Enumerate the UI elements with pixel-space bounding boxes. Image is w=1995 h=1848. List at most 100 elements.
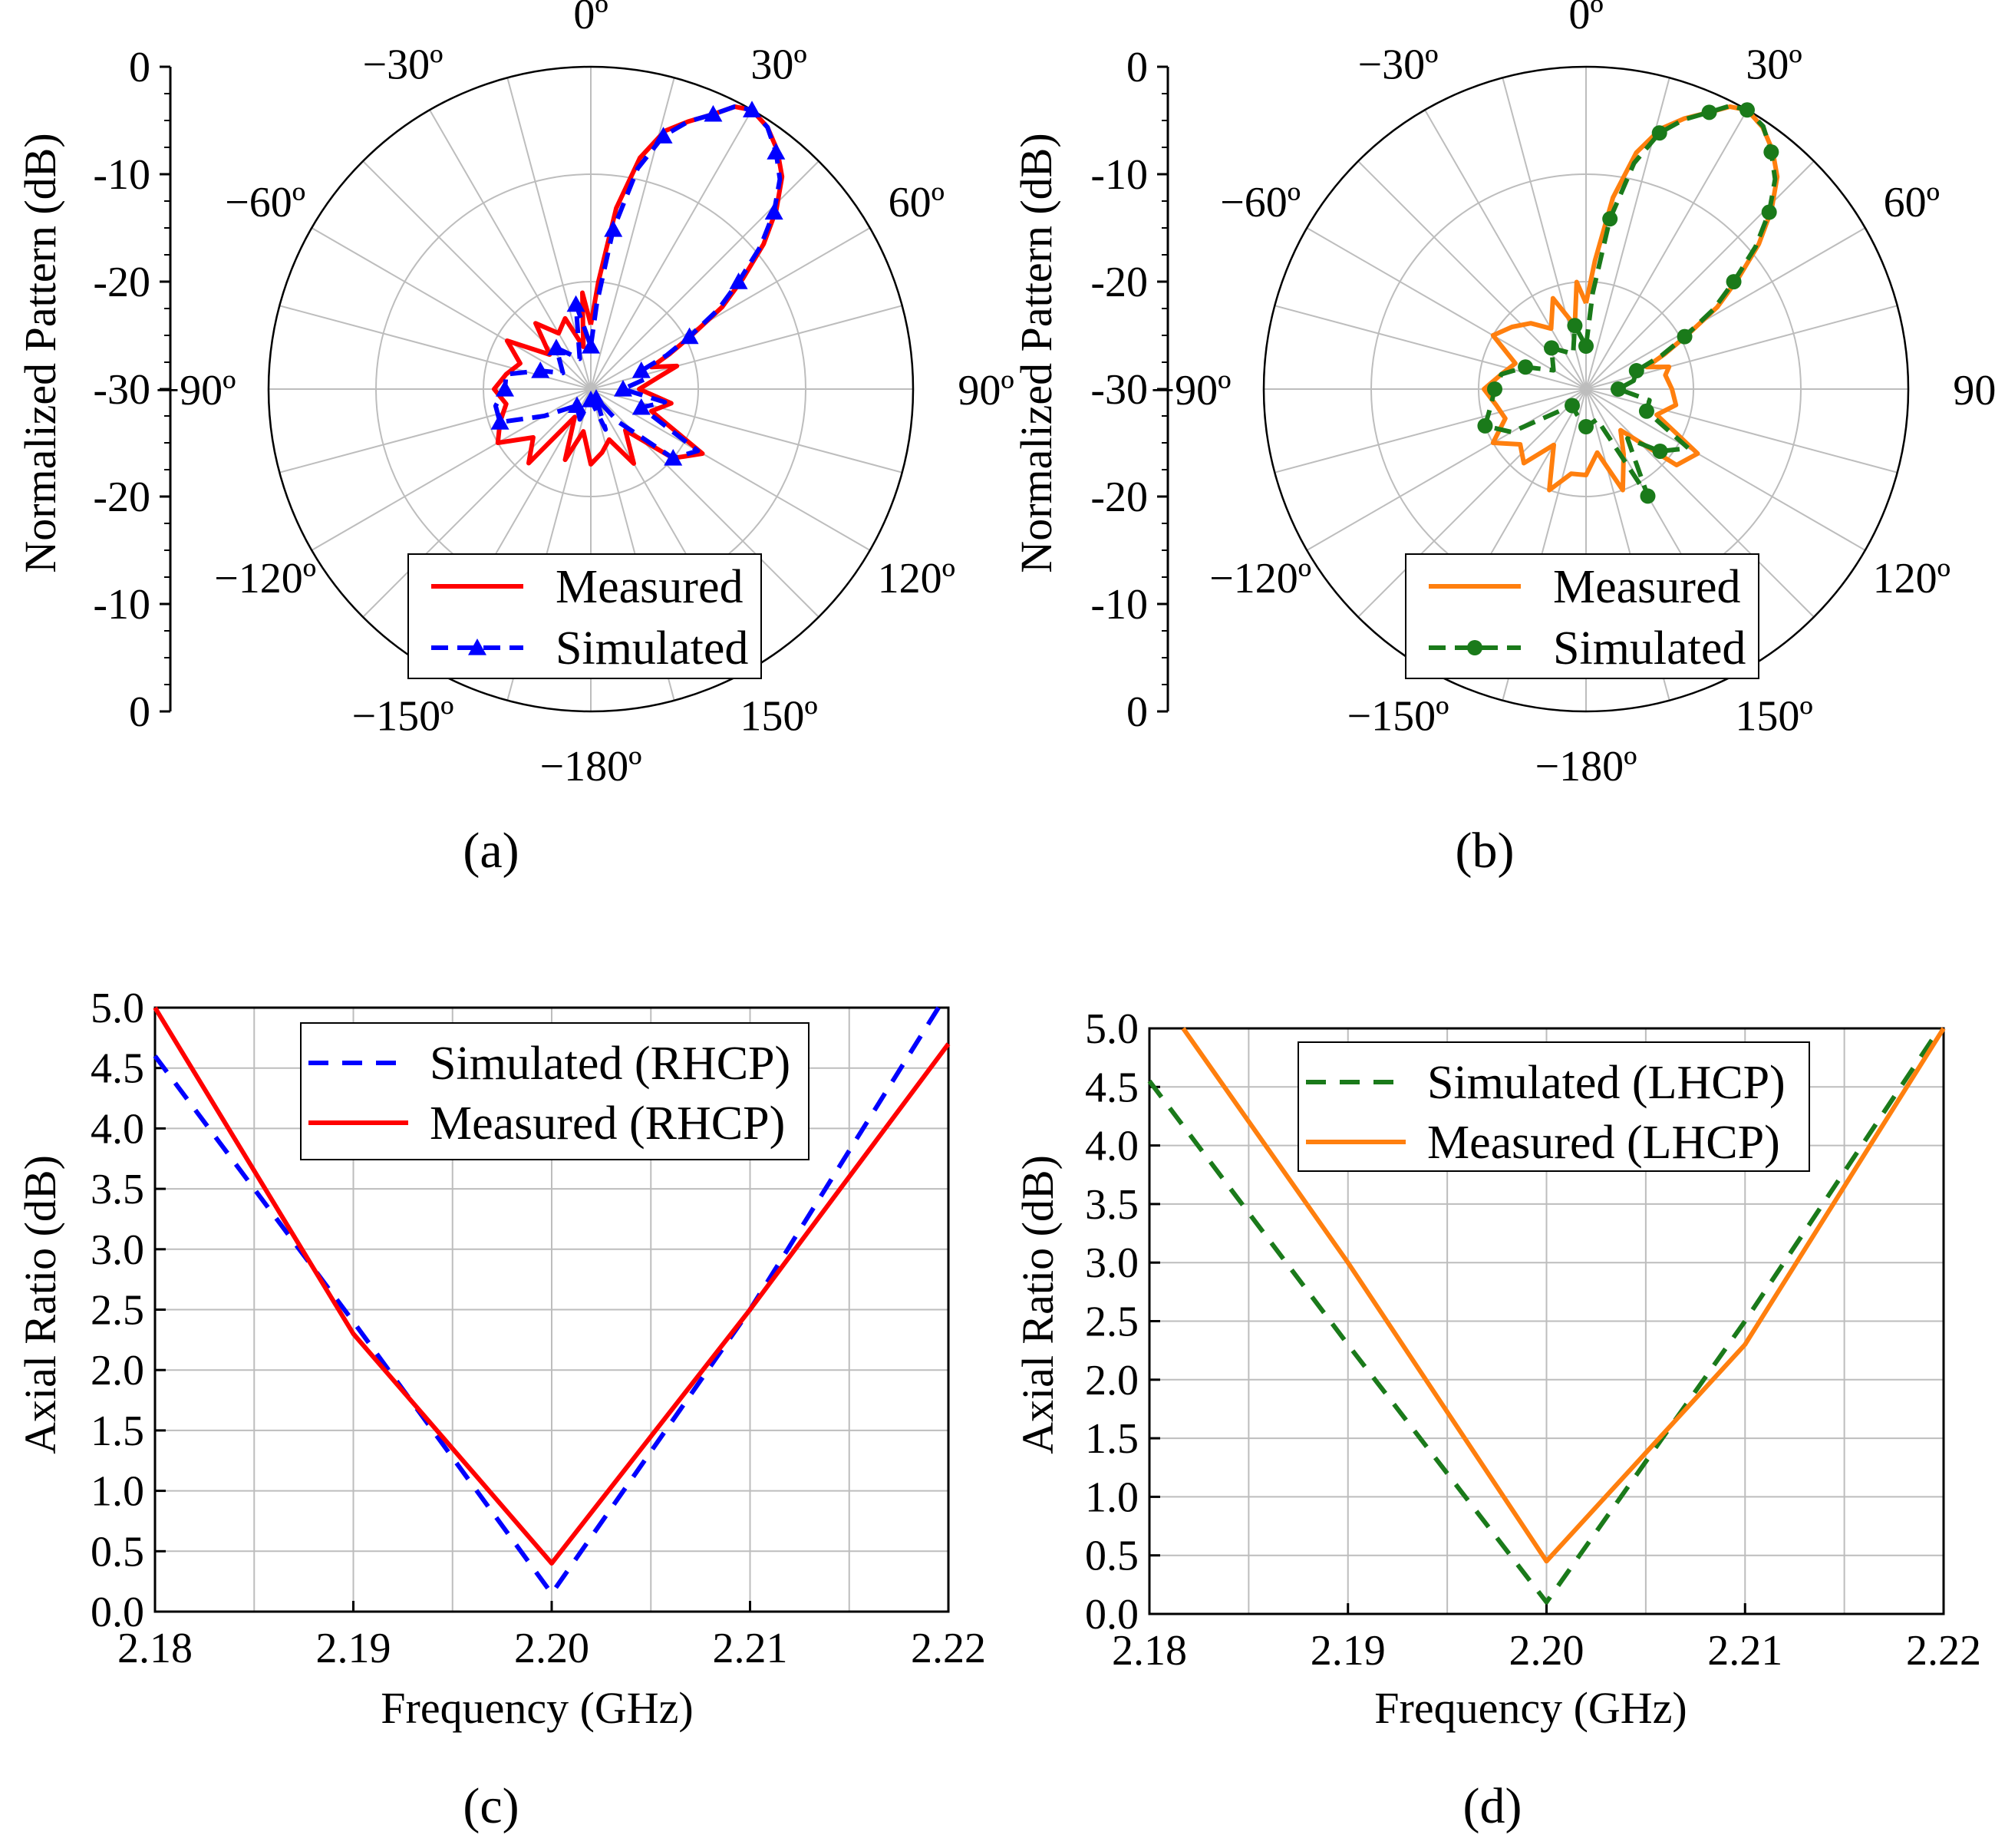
x-tick-label: 2.21 bbox=[1707, 1627, 1782, 1675]
angle-label: 90º bbox=[1953, 367, 1995, 414]
data-point bbox=[531, 361, 550, 378]
polar-spoke bbox=[1357, 388, 1587, 618]
y-tick-label: 4.0 bbox=[1085, 1123, 1139, 1170]
data-point bbox=[1628, 363, 1644, 379]
angle-label: −30º bbox=[363, 41, 444, 89]
data-point bbox=[1578, 338, 1594, 354]
polar-outer-ring bbox=[1262, 65, 1910, 713]
series-line bbox=[153, 1006, 951, 1566]
angle-label: −180º bbox=[1535, 743, 1637, 790]
polar-spoke bbox=[1306, 227, 1587, 390]
angle-label: 150º bbox=[740, 692, 817, 740]
angle-label: −90º bbox=[1151, 367, 1232, 414]
y-tick-label: 4.5 bbox=[1085, 1064, 1139, 1111]
radial-tick-label: -30 bbox=[93, 366, 150, 414]
polar-spoke bbox=[1585, 78, 1670, 390]
data-point bbox=[1701, 104, 1717, 120]
angle-label: 60º bbox=[889, 179, 945, 226]
data-point bbox=[490, 413, 509, 430]
x-tick-label: 2.22 bbox=[1906, 1627, 1981, 1675]
legend-label: Measured (RHCP) bbox=[430, 1097, 785, 1150]
data-point bbox=[1761, 204, 1777, 220]
data-point bbox=[582, 391, 600, 408]
polar-spoke bbox=[590, 78, 675, 390]
angle-label: −60º bbox=[1220, 179, 1301, 226]
series-line bbox=[153, 1006, 941, 1596]
y-tick-label: 4.0 bbox=[91, 1105, 144, 1153]
x-axis-label: Frequency (GHz) bbox=[381, 1683, 693, 1733]
data-point bbox=[614, 380, 632, 397]
legend: Measured Simulated bbox=[407, 553, 762, 679]
angle-label: −90º bbox=[156, 367, 236, 414]
radial-tick-label: 0 bbox=[1126, 688, 1148, 736]
radial-tick-label: -20 bbox=[93, 259, 150, 306]
y-axis-label: Axial Ratio (dB) bbox=[1013, 1155, 1063, 1454]
radial-tick-label: -30 bbox=[1090, 366, 1148, 414]
panel-label: (d) bbox=[1463, 1778, 1522, 1834]
radial-tick-label: -10 bbox=[93, 581, 150, 629]
y-tick-label: 0.5 bbox=[91, 1528, 144, 1576]
angle-label: 120º bbox=[878, 555, 955, 602]
angle-label: 30º bbox=[1746, 41, 1802, 89]
y-tick-label: 2.0 bbox=[91, 1347, 144, 1394]
data-point bbox=[1487, 381, 1502, 397]
angle-label: 60º bbox=[1884, 179, 1940, 226]
y-tick-label: 3.5 bbox=[1085, 1181, 1139, 1229]
y-tick-label: 0.0 bbox=[91, 1589, 144, 1636]
polar-spoke bbox=[590, 388, 871, 551]
data-point bbox=[496, 380, 514, 397]
data-point bbox=[1565, 398, 1581, 414]
angle-label: −120º bbox=[214, 555, 316, 602]
legend: Simulated (RHCP) Measured (RHCP) bbox=[300, 1022, 810, 1160]
polar-spoke bbox=[1585, 388, 1898, 474]
y-tick-label: 0.5 bbox=[1085, 1533, 1139, 1580]
legend-label: Simulated bbox=[1553, 622, 1746, 675]
angle-label: 150º bbox=[1735, 692, 1812, 740]
polar-spoke bbox=[311, 388, 592, 551]
y-tick-label: 2.5 bbox=[1085, 1299, 1139, 1346]
polar-spoke bbox=[429, 109, 592, 390]
radial-tick-label: -20 bbox=[1090, 474, 1148, 521]
y-tick-label: 1.5 bbox=[1085, 1415, 1139, 1463]
panel-label: (a) bbox=[463, 823, 519, 879]
y-tick-label: 3.0 bbox=[1085, 1239, 1139, 1287]
polar-spoke bbox=[590, 388, 902, 474]
polar-spoke bbox=[590, 109, 753, 390]
data-point bbox=[566, 295, 585, 312]
data-point bbox=[1477, 417, 1493, 434]
radial-tick-label: -10 bbox=[93, 151, 150, 199]
data-point bbox=[582, 337, 600, 354]
polar-chart-b: Normalized Pattern (dB) (b) 0 -10 -20 -30 -2… bbox=[1011, 0, 1995, 879]
y-axis-label: Normalized Pattern (dB) bbox=[15, 133, 65, 573]
data-point bbox=[680, 327, 699, 345]
data-point bbox=[631, 361, 651, 378]
series-line bbox=[1181, 1027, 1946, 1564]
data-point bbox=[547, 338, 566, 355]
legend-label: Measured (LHCP) bbox=[1427, 1117, 1780, 1169]
angle-label: −150º bbox=[1347, 692, 1449, 740]
data-point bbox=[654, 127, 673, 144]
polar-spoke bbox=[1585, 388, 1866, 551]
polar-outer-ring bbox=[267, 65, 915, 713]
radial-tick-label: -20 bbox=[1090, 259, 1148, 306]
data-point bbox=[1544, 340, 1560, 356]
data-point bbox=[1638, 403, 1654, 419]
polar-spoke bbox=[590, 227, 871, 390]
x-tick-label: 2.18 bbox=[1112, 1627, 1187, 1675]
polar-spoke bbox=[590, 160, 819, 390]
angle-label: −30º bbox=[1358, 41, 1439, 89]
x-tick-label: 2.19 bbox=[316, 1625, 391, 1672]
x-tick-label: 2.21 bbox=[713, 1625, 788, 1672]
angle-label: −120º bbox=[1209, 555, 1311, 602]
legend-box bbox=[407, 553, 762, 679]
angle-label: 90º bbox=[958, 367, 1014, 414]
angle-label: 30º bbox=[750, 41, 806, 89]
data-point bbox=[1726, 274, 1742, 290]
x-tick-label: 2.18 bbox=[117, 1625, 193, 1672]
legend-box bbox=[1405, 553, 1759, 679]
data-point bbox=[1652, 443, 1668, 459]
data-point bbox=[764, 203, 783, 220]
polar-spoke bbox=[362, 388, 592, 618]
legend: Simulated (LHCP) Measured (LHCP) bbox=[1298, 1041, 1810, 1172]
